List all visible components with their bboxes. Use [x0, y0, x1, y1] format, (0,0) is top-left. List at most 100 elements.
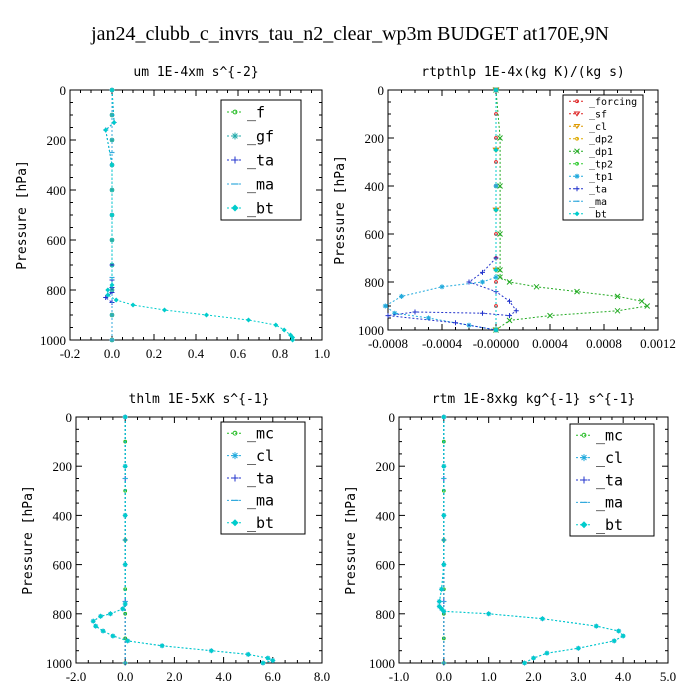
y-tick-label: 400: [365, 179, 385, 194]
data-point: [105, 292, 111, 298]
data-point: [493, 274, 499, 280]
data-point: [493, 147, 499, 153]
data-point: [105, 287, 111, 293]
data-point: [531, 655, 536, 661]
legend-marker: [573, 111, 581, 117]
data-point: [506, 317, 513, 324]
legend-label: _tp2: [589, 159, 613, 170]
data-point: [497, 183, 503, 189]
data-point: [497, 274, 503, 281]
data-point: [441, 562, 447, 568]
y-axis-label: Pressure [hPa]: [344, 485, 359, 595]
data-point: [439, 586, 445, 592]
panel-2: rtpthlp 1E-4x(kg K)/(kg s) Pressure [hPa]…: [333, 65, 676, 351]
legend-label: _ma: [589, 197, 607, 208]
legend-marker: [580, 454, 588, 462]
y-tick-label: 200: [53, 459, 73, 474]
data-point: [273, 322, 279, 328]
y-axis-label: Pressure [hPa]: [15, 160, 30, 270]
data-point: [107, 611, 113, 617]
x-tick-label: -0.0008: [368, 336, 408, 351]
data-point: [111, 120, 117, 125]
legend-marker: [575, 99, 579, 104]
legend-label: _bt: [247, 514, 274, 532]
panel-title: um 1E-4xm s^{-2}: [133, 65, 258, 80]
data-point: [497, 267, 503, 273]
y-axis-label: Pressure [hPa]: [333, 155, 348, 265]
legend-marker: [580, 521, 588, 529]
data-point: [412, 309, 418, 315]
y-axis-label: Pressure [hPa]: [21, 485, 36, 595]
legend-box: [569, 423, 655, 537]
legend-marker: [581, 432, 587, 438]
legend-marker: [232, 430, 238, 436]
data-point: [122, 601, 128, 607]
data-point: [426, 315, 431, 321]
plots-group: um 1E-4xm s^{-2} Pressure [hPa] -0.2 0.0 0.2…: [15, 65, 676, 684]
legend-marker: [574, 211, 580, 217]
data-point: [399, 293, 404, 299]
legend-label: _bt: [596, 516, 623, 534]
legend: _f _gf _ta _ma _bt: [220, 99, 302, 221]
data-point: [98, 613, 104, 619]
data-point: [265, 655, 271, 661]
legend-marker: [573, 124, 581, 130]
data-point: [260, 660, 266, 666]
data-point: [493, 87, 499, 93]
data-point: [246, 317, 251, 323]
x-tick-label: 6.0: [265, 669, 281, 684]
x-tick-label: 0.8: [272, 346, 288, 361]
legend-label: _cl: [589, 122, 607, 133]
data-point: [620, 633, 626, 639]
x-tick-label: 0.6: [230, 346, 247, 361]
data-point: [392, 310, 398, 316]
data-point: [162, 307, 167, 313]
data-point: [290, 337, 296, 343]
data-point: [120, 606, 126, 612]
legend-marker: [574, 173, 580, 179]
data-point: [614, 307, 621, 314]
data-point: [507, 298, 512, 304]
x-tick-label: 1.0: [481, 669, 497, 684]
data-point: [122, 414, 128, 420]
legend-marker: [580, 476, 588, 484]
data-point: [507, 313, 512, 319]
data-point: [593, 623, 599, 629]
data-point: [204, 312, 209, 318]
legend: _mc _cl _ta _ma _bt: [220, 421, 306, 535]
legend-label: _dp1: [589, 147, 613, 158]
panel-title: rtm 1E-8xkg kg^{-1} s^{-1}: [432, 392, 636, 407]
data-point: [281, 327, 287, 333]
data-point: [480, 269, 485, 275]
y-tick-label: 600: [365, 227, 385, 242]
legend-marker: [232, 109, 238, 115]
panel-4: rtm 1E-8xkg kg^{-1} s^{-1} Pressure [hPa]…: [344, 392, 676, 684]
y-tick-label: 1000: [46, 656, 72, 671]
data-point: [486, 611, 492, 617]
y-tick-label: 200: [376, 459, 396, 474]
data-point: [506, 279, 513, 285]
x-tick-label: 5.0: [660, 669, 676, 684]
legend-marker: [231, 132, 239, 140]
legend-label: _bt: [589, 209, 607, 220]
data-point: [547, 312, 553, 319]
data-point: [480, 310, 485, 316]
y-tick-label: 600: [47, 233, 67, 248]
data-point: [122, 512, 128, 518]
y-tick-label: 600: [376, 558, 396, 573]
data-point: [245, 651, 251, 657]
legend-marker: [231, 519, 239, 527]
legend-label: _bt: [247, 199, 274, 217]
y-tick-label: 400: [47, 183, 67, 198]
data-point: [614, 293, 621, 300]
legend-label: _mc: [596, 426, 623, 444]
data-point: [480, 279, 485, 285]
data-point: [109, 87, 115, 93]
data-point: [122, 562, 128, 568]
data-point: [103, 295, 109, 300]
data-point: [270, 658, 276, 664]
legend-label: _ta: [596, 471, 623, 489]
legend-marker: [574, 186, 580, 192]
y-tick-label: 800: [376, 607, 396, 622]
